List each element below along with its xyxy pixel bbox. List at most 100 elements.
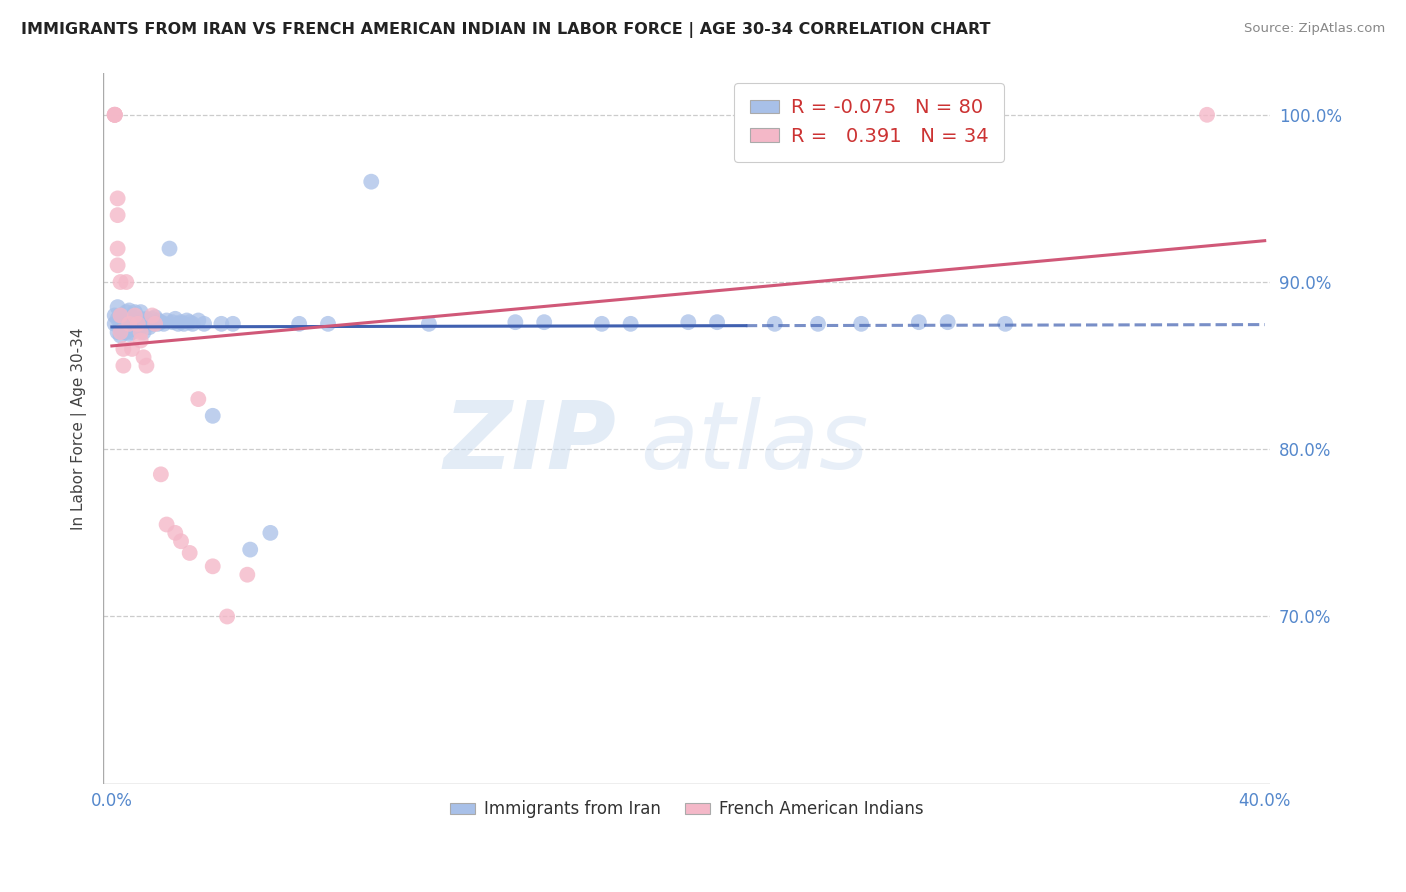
Point xyxy=(107,191,129,205)
Point xyxy=(132,313,155,327)
Point xyxy=(121,313,143,327)
Point xyxy=(851,317,873,331)
Point xyxy=(129,315,152,329)
Point xyxy=(112,311,135,326)
Point xyxy=(107,242,129,256)
Point xyxy=(201,559,224,574)
Point xyxy=(167,317,190,331)
Point xyxy=(533,315,555,329)
Point xyxy=(179,546,201,560)
Point xyxy=(1195,108,1218,122)
Point xyxy=(129,334,152,348)
Point xyxy=(193,317,215,331)
Point xyxy=(135,311,157,326)
Point xyxy=(170,534,193,549)
Point xyxy=(217,609,239,624)
Point xyxy=(222,317,245,331)
Point xyxy=(156,313,179,327)
Point xyxy=(107,325,129,339)
Point xyxy=(121,322,143,336)
Point xyxy=(143,317,166,331)
Point xyxy=(418,317,440,331)
Point xyxy=(763,317,786,331)
Point xyxy=(127,322,149,336)
Point xyxy=(115,305,138,319)
Point xyxy=(152,317,174,331)
Point xyxy=(143,315,166,329)
Point xyxy=(149,315,172,329)
Point xyxy=(121,342,143,356)
Point xyxy=(620,317,643,331)
Point xyxy=(112,342,135,356)
Point xyxy=(132,325,155,339)
Point xyxy=(138,320,160,334)
Point xyxy=(104,108,127,122)
Point xyxy=(181,317,204,331)
Point xyxy=(110,322,132,336)
Point xyxy=(141,309,163,323)
Point xyxy=(115,275,138,289)
Point xyxy=(288,317,311,331)
Point xyxy=(107,258,129,272)
Point xyxy=(236,567,259,582)
Legend: Immigrants from Iran, French American Indians: Immigrants from Iran, French American In… xyxy=(443,794,931,825)
Point xyxy=(112,317,135,331)
Point xyxy=(179,315,201,329)
Point xyxy=(127,317,149,331)
Point xyxy=(112,359,135,373)
Point xyxy=(110,325,132,339)
Point xyxy=(118,303,141,318)
Point xyxy=(170,315,193,329)
Point xyxy=(209,317,232,331)
Point xyxy=(110,275,132,289)
Point xyxy=(165,525,187,540)
Point xyxy=(104,108,127,122)
Point xyxy=(107,311,129,326)
Point xyxy=(104,317,127,331)
Point xyxy=(129,305,152,319)
Point xyxy=(141,311,163,326)
Point xyxy=(110,309,132,323)
Point xyxy=(678,315,700,329)
Point xyxy=(135,317,157,331)
Point xyxy=(112,325,135,339)
Point xyxy=(129,311,152,326)
Point xyxy=(201,409,224,423)
Point xyxy=(124,317,146,331)
Point xyxy=(908,315,931,329)
Point xyxy=(121,318,143,333)
Point xyxy=(505,315,527,329)
Point xyxy=(138,315,160,329)
Text: ZIP: ZIP xyxy=(444,397,617,489)
Point xyxy=(118,317,141,331)
Text: atlas: atlas xyxy=(640,397,869,488)
Point xyxy=(159,242,181,256)
Point xyxy=(124,305,146,319)
Point xyxy=(936,315,959,329)
Point xyxy=(173,317,195,331)
Text: Source: ZipAtlas.com: Source: ZipAtlas.com xyxy=(1244,22,1385,36)
Point xyxy=(129,325,152,339)
Point xyxy=(110,309,132,323)
Point xyxy=(143,310,166,325)
Point xyxy=(132,351,155,365)
Point xyxy=(316,317,339,331)
Point xyxy=(591,317,613,331)
Point xyxy=(104,108,127,122)
Point xyxy=(127,317,149,331)
Point xyxy=(132,318,155,333)
Point xyxy=(104,309,127,323)
Point xyxy=(135,359,157,373)
Point xyxy=(141,317,163,331)
Point xyxy=(994,317,1017,331)
Point xyxy=(115,320,138,334)
Point xyxy=(121,325,143,339)
Text: IMMIGRANTS FROM IRAN VS FRENCH AMERICAN INDIAN IN LABOR FORCE | AGE 30-34 CORREL: IMMIGRANTS FROM IRAN VS FRENCH AMERICAN … xyxy=(21,22,991,38)
Point xyxy=(259,525,281,540)
Point xyxy=(187,392,209,406)
Point xyxy=(110,328,132,343)
Point xyxy=(118,317,141,331)
Point xyxy=(115,325,138,339)
Point xyxy=(118,326,141,341)
Point xyxy=(239,542,262,557)
